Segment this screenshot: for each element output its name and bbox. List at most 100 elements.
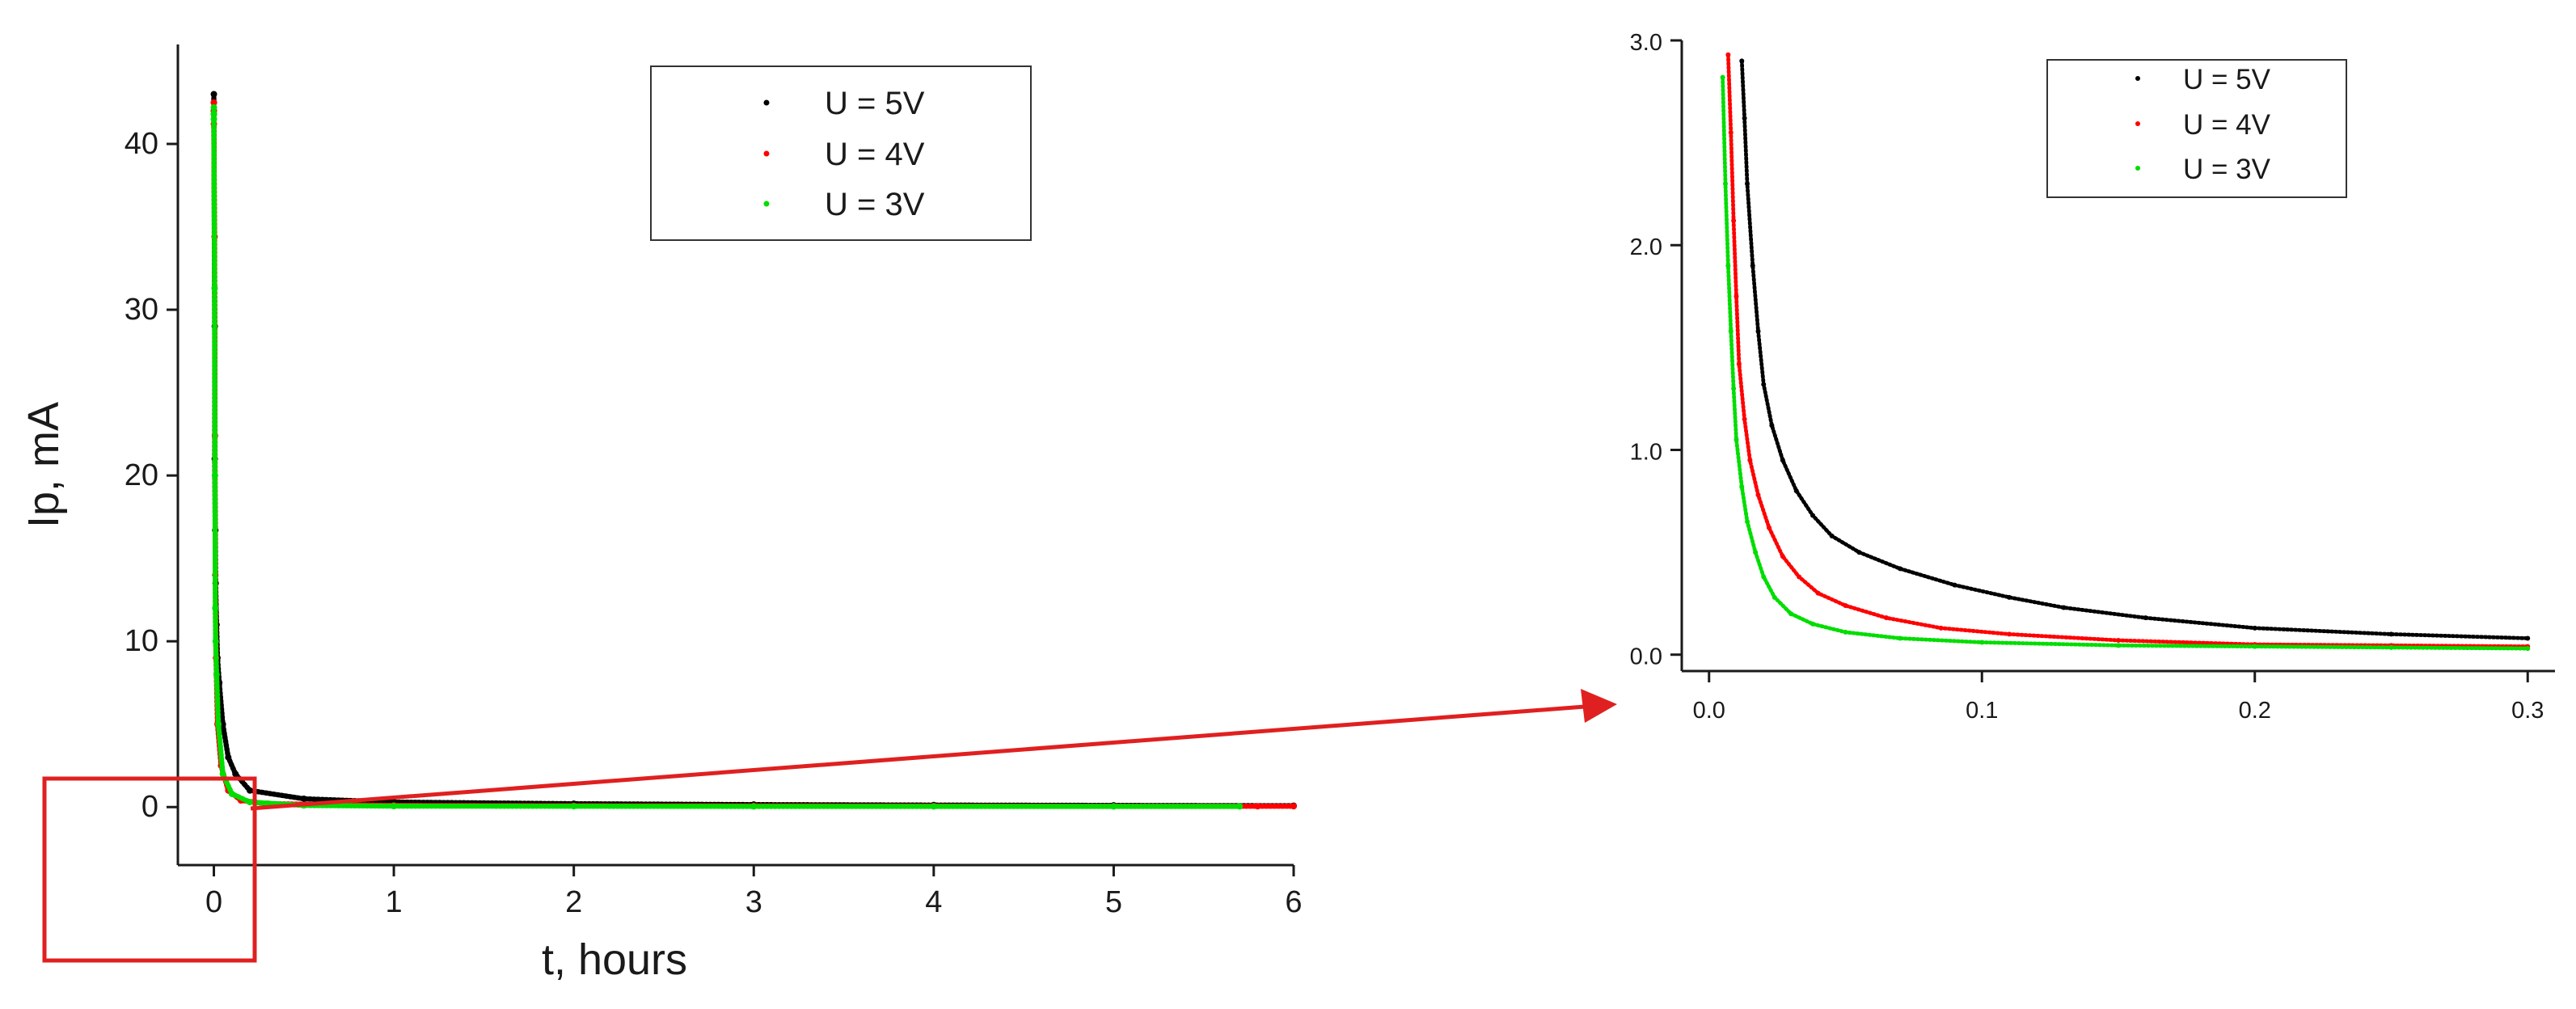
right-data-point — [1772, 594, 1777, 600]
right-data-point — [1788, 611, 1793, 617]
right-data-point — [1734, 293, 1739, 299]
left-y-tick-label: 0 — [141, 790, 158, 824]
right-data-point — [1734, 437, 1739, 442]
left-data-point — [213, 671, 220, 678]
left-data-point — [300, 795, 307, 802]
right-data-point — [1725, 263, 1731, 268]
right-data-point — [2388, 644, 2394, 650]
left-y-tick-label: 40 — [125, 127, 158, 161]
left-data-point — [212, 638, 219, 645]
right-data-point — [1755, 328, 1761, 334]
right-data-point — [1843, 602, 1848, 608]
left-y-tick-label: 30 — [125, 293, 158, 327]
right-series-trace-1 — [1726, 53, 2530, 648]
right-legend-box — [2046, 59, 2347, 198]
right-data-point — [1856, 550, 1862, 555]
left-x-tick-label: 5 — [1105, 885, 1122, 919]
right-data-point — [1797, 574, 1802, 580]
right-data-point — [1769, 423, 1775, 429]
right-data-point — [2116, 643, 2121, 648]
right-data-point — [2116, 638, 2121, 644]
right-data-point — [1761, 574, 1767, 580]
right-legend-marker-4v — [2135, 121, 2140, 126]
right-y-tick-label: 1.0 — [1630, 439, 1662, 465]
left-legend-marker-3v — [763, 201, 770, 207]
zoom-arrow-line — [250, 704, 1586, 811]
right-data-point — [2388, 631, 2394, 637]
right-data-point — [1739, 58, 1745, 64]
right-data-point — [1952, 582, 1957, 588]
left-x-tick-label: 1 — [386, 885, 403, 919]
left-data-point — [247, 799, 254, 806]
right-legend-marker-3v — [2135, 166, 2140, 171]
left-y-axis-title: Ip, mA — [19, 402, 68, 528]
left-data-point — [391, 803, 398, 810]
right-legend-marker-5v — [2135, 76, 2140, 81]
left-legend-label-3v: U = 3V — [825, 187, 925, 222]
right-data-point — [2007, 594, 2012, 600]
right-ticks: 0.0 0.1 0.2 0.3 0.0 1.0 2.0 3.0 — [1630, 30, 2544, 724]
right-data-point — [2525, 635, 2531, 641]
right-data-point — [1979, 640, 1985, 645]
right-data-point — [2252, 625, 2257, 631]
left-legend-marker-4v — [763, 150, 770, 157]
right-x-tick-label: 0.1 — [1966, 698, 1998, 724]
right-data-point — [2143, 615, 2148, 621]
left-data-points — [210, 91, 1297, 810]
right-legend-label-5v: U = 5V — [2183, 64, 2271, 95]
right-legend-label-3v: U = 3V — [2183, 154, 2271, 185]
left-data-point — [750, 803, 758, 810]
right-data-point — [1745, 519, 1750, 525]
left-data-point — [210, 103, 217, 111]
left-data-point — [219, 770, 226, 778]
right-x-tick-label: 0.0 — [1693, 698, 1725, 724]
left-data-point — [210, 99, 217, 106]
right-data-point — [1755, 492, 1761, 498]
right-series-trace-2 — [1721, 75, 2530, 651]
right-data-point — [1767, 525, 1772, 530]
right-data-point — [1898, 635, 1902, 641]
left-x-tick-label: 0 — [205, 885, 222, 919]
right-y-tick-label: 0.0 — [1630, 644, 1662, 670]
right-data-point — [1884, 615, 1890, 621]
right-data-point — [2061, 605, 2067, 610]
right-data-point — [1728, 328, 1734, 334]
left-data-point — [232, 770, 239, 778]
right-data-point — [2252, 644, 2257, 649]
right-data-point — [1750, 263, 1755, 268]
left-data-point — [210, 111, 217, 118]
left-data-point — [211, 472, 218, 479]
left-data-point — [212, 605, 219, 612]
right-legend: U = 5V U = 4V U = 3V — [2046, 59, 2347, 198]
right-data-point — [2007, 631, 2012, 637]
left-legend-marker-5v — [763, 99, 770, 106]
left-y-tick-label: 10 — [125, 624, 158, 658]
right-data-point — [1723, 181, 1728, 187]
right-data-point — [1810, 513, 1815, 518]
right-legend-label-4v: U = 4V — [2183, 109, 2271, 141]
left-legend: U = 5V U = 4V U = 3V — [650, 65, 1032, 241]
left-x-tick-label: 4 — [925, 885, 942, 919]
left-y-tick-label: 20 — [125, 458, 158, 492]
left-data-point — [219, 720, 226, 728]
right-data-point — [1731, 217, 1737, 223]
left-x-axis-title: t, hours — [542, 935, 687, 984]
left-data-point — [1110, 803, 1117, 810]
right-data-point — [1815, 590, 1821, 596]
left-data-point — [570, 803, 577, 810]
zoom-arrow-head — [1581, 689, 1617, 723]
left-x-tick-label: 3 — [745, 885, 762, 919]
left-legend-label-5v: U = 5V — [825, 86, 925, 121]
left-data-point — [1254, 803, 1261, 810]
right-data-points — [1720, 52, 2531, 652]
left-legend-box — [650, 65, 1032, 241]
right-data-point — [1731, 386, 1737, 391]
right-data-point — [2525, 646, 2531, 652]
main-chart: 0 1 2 3 4 5 6 0 10 20 30 40 t, hours Ip, mA U = 5V … — [19, 44, 1303, 984]
left-data-point — [225, 754, 232, 761]
left-data-point — [228, 790, 235, 797]
right-x-tick-label: 0.3 — [2511, 698, 2544, 724]
right-data-point — [1780, 554, 1785, 559]
left-x-tick-label: 6 — [1285, 885, 1302, 919]
right-data-point — [1728, 129, 1734, 135]
